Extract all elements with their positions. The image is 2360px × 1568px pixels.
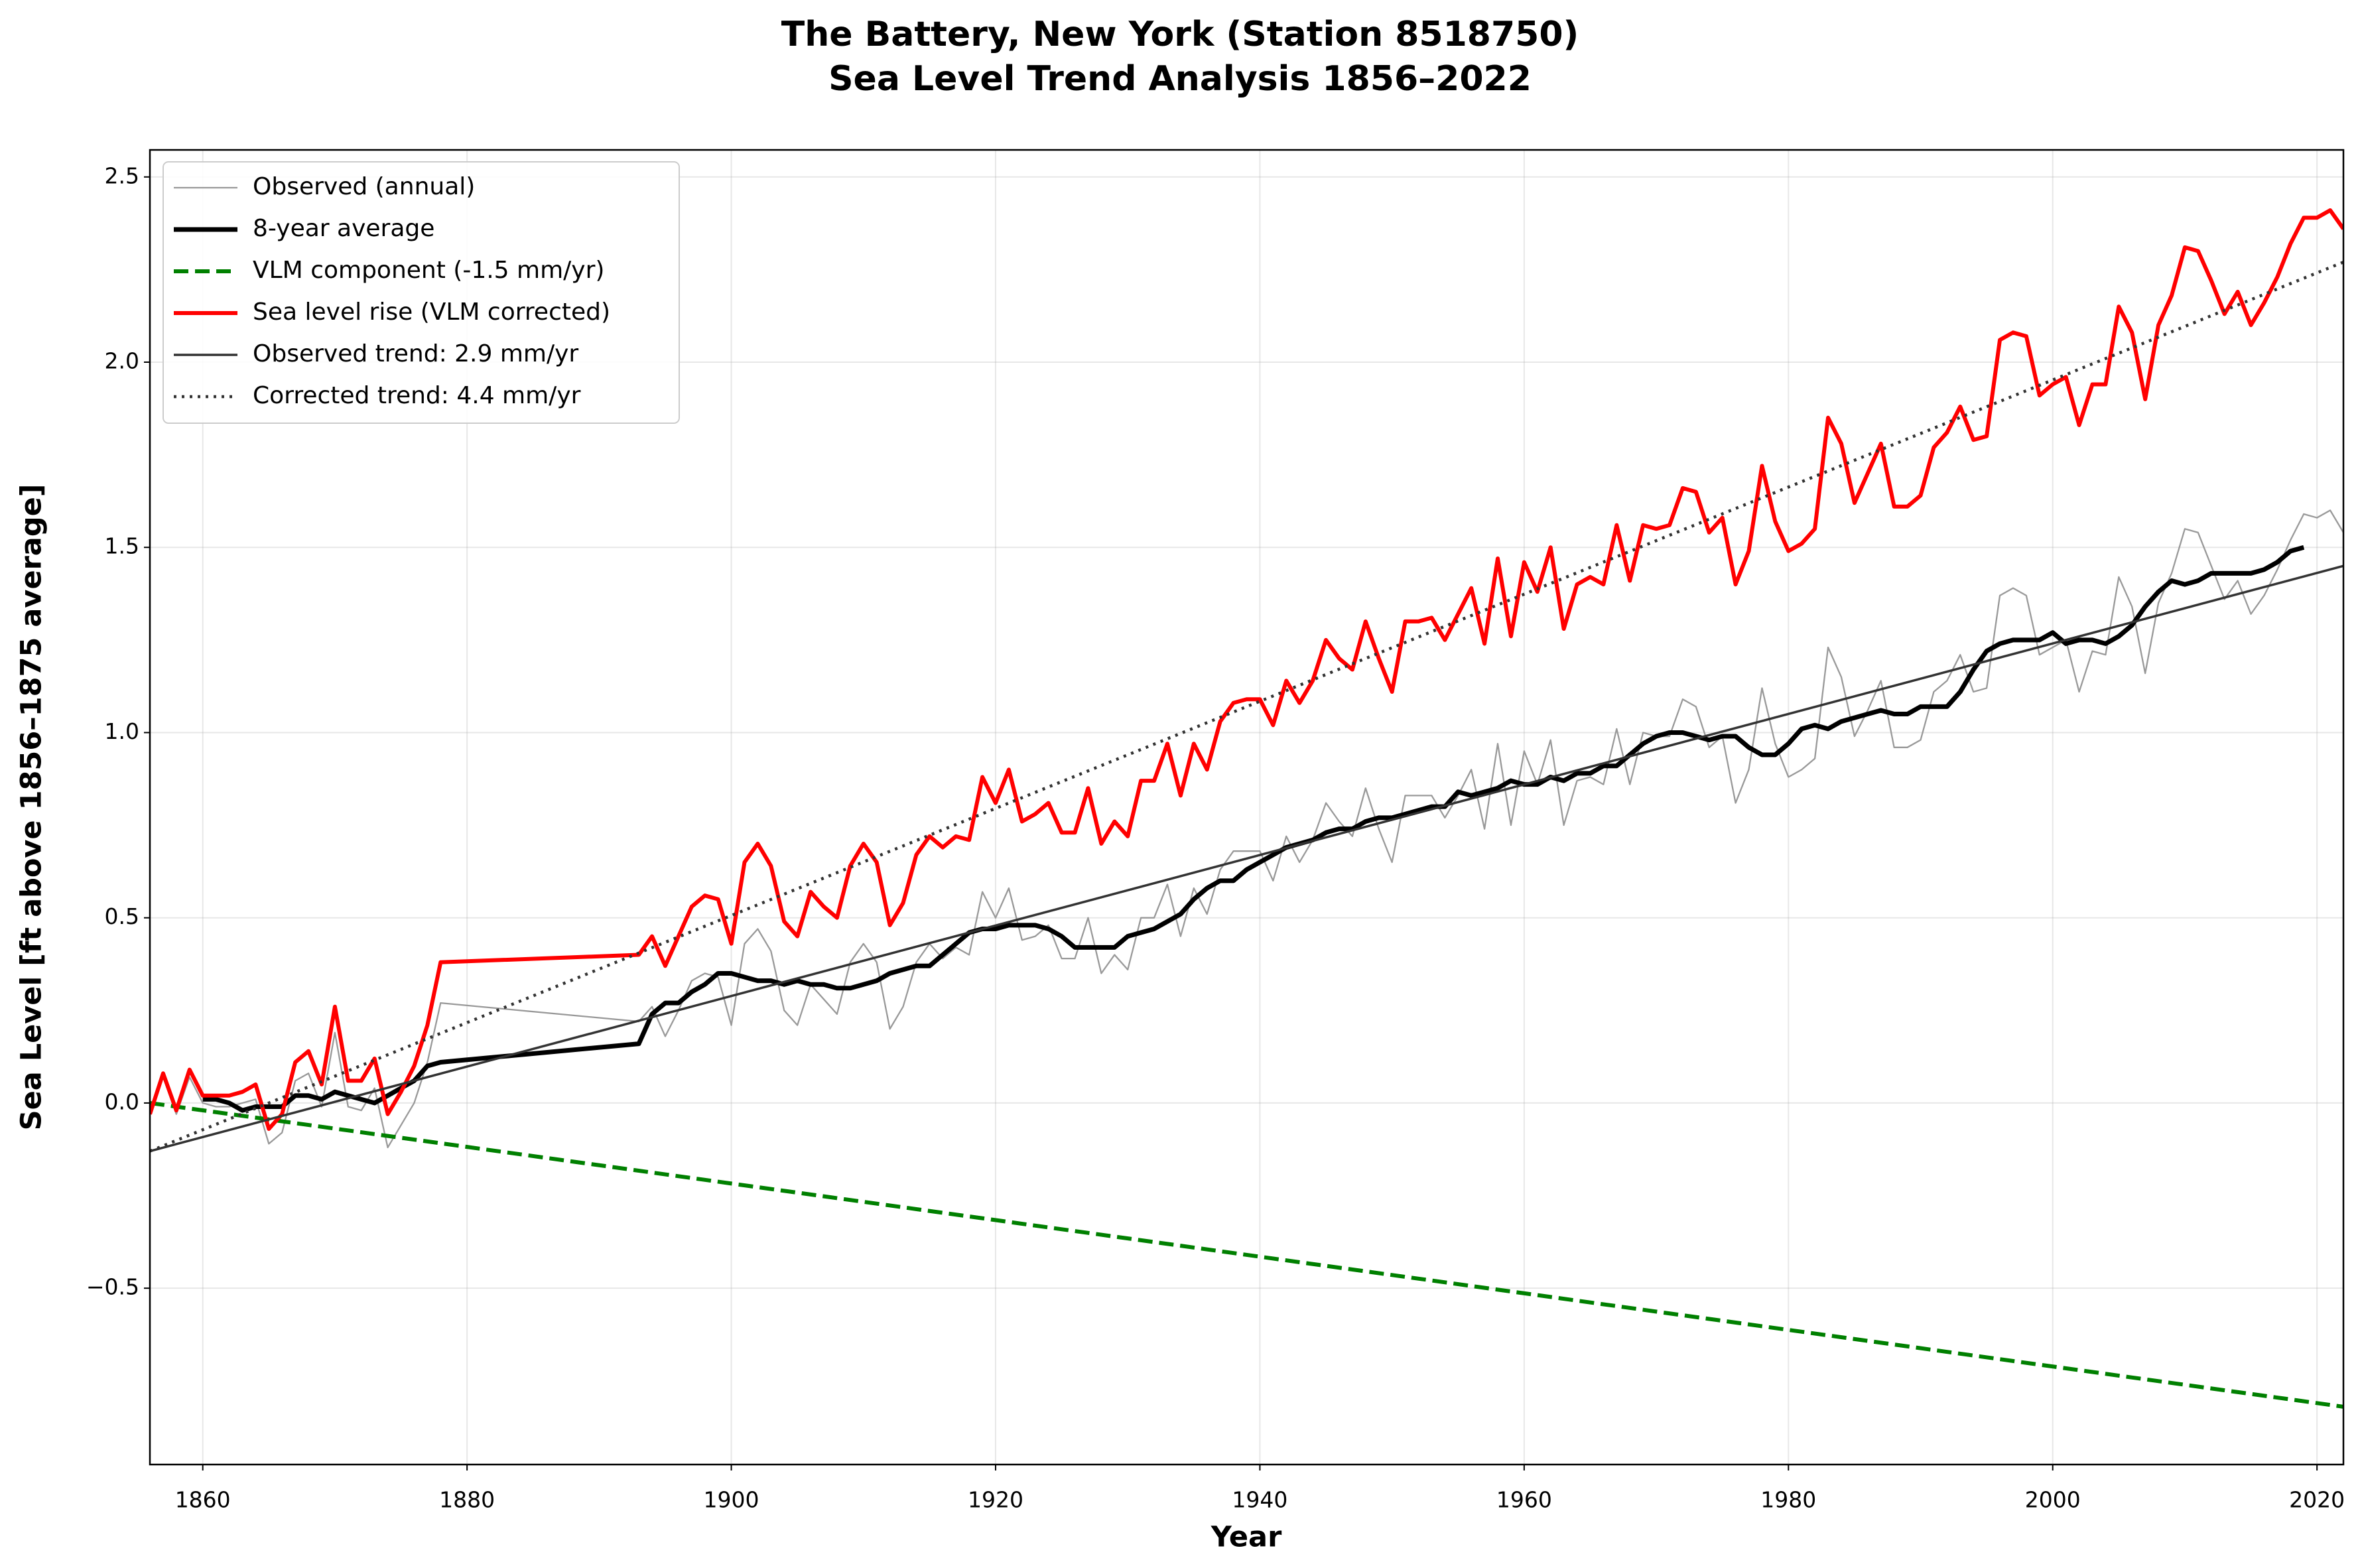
x-axis-label: Year: [1211, 1521, 1282, 1554]
y-tick-label: 0.5: [105, 903, 139, 929]
y-axis-label: Sea Level [ft above 1856–1875 average]: [15, 484, 48, 1131]
x-tick-label: 2020: [2289, 1487, 2345, 1513]
x-tick-label: 1880: [439, 1487, 495, 1513]
series-line: [150, 509, 2343, 1149]
y-tick-label: −0.5: [86, 1274, 139, 1300]
y-tick-label: 2.0: [105, 348, 139, 374]
legend-label: 8-year average: [253, 215, 434, 242]
legend-label: Sea level rise (VLM corrected): [253, 298, 610, 326]
legend-label: Corrected trend: 4.4 mm/yr: [253, 382, 581, 409]
x-tick-label: 1900: [704, 1487, 759, 1513]
chart-title: The Battery, New York (Station 8518750): [781, 15, 1579, 54]
x-tick-label: 1920: [968, 1487, 1023, 1513]
legend: Observed (annual) 8-year average VLM compo…: [163, 161, 680, 424]
x-tick-label: 1860: [175, 1487, 231, 1513]
x-tick-label: 1940: [1232, 1487, 1287, 1513]
y-tick-label: 0.0: [105, 1088, 139, 1114]
series-line: [202, 545, 2305, 1113]
plot-area: [150, 208, 2343, 1409]
legend-label: VLM component (-1.5 mm/yr): [253, 257, 604, 284]
x-tick-label: 1960: [1496, 1487, 1552, 1513]
x-tick-label: 2000: [2025, 1487, 2081, 1513]
axes: 1860 1880 1900 1920 1940 1960 1980 2000 2020 −0.5…: [86, 163, 2345, 1512]
legend-label: Observed (annual): [253, 173, 475, 200]
legend-label: Observed trend: 2.9 mm/yr: [253, 340, 578, 367]
grid: [150, 150, 2343, 1465]
x-tick-label: 1980: [1760, 1487, 1816, 1513]
chart-subtitle: Sea Level Trend Analysis 1856–2022: [828, 59, 1532, 99]
y-tick-label: 1.5: [105, 533, 139, 559]
series-line: [150, 208, 2343, 1132]
y-tick-label: 2.5: [105, 163, 139, 188]
y-tick-label: 1.0: [105, 718, 139, 744]
series-line: [150, 1100, 2343, 1409]
plot-frame: [149, 149, 2345, 1466]
series-line: [150, 564, 2343, 1153]
legend-box: [163, 161, 680, 424]
